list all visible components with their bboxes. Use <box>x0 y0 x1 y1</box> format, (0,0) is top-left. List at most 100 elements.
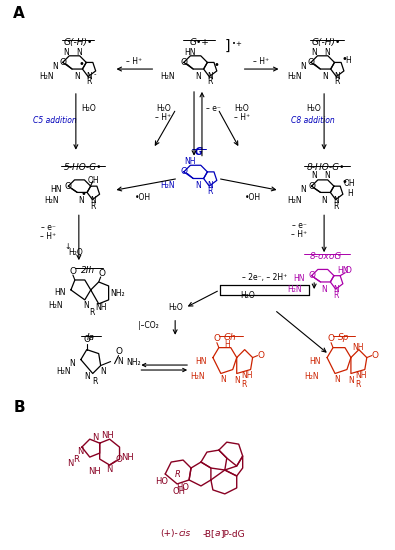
Text: 2Ih: 2Ih <box>81 266 95 274</box>
Text: H₂O: H₂O <box>168 304 182 312</box>
Text: H₂N: H₂N <box>44 196 59 205</box>
Text: •: • <box>79 59 85 69</box>
Text: •+: •+ <box>232 41 242 47</box>
Text: NH: NH <box>122 453 134 461</box>
Text: O: O <box>98 268 105 278</box>
Text: N: N <box>334 375 340 384</box>
Text: – H⁺: – H⁺ <box>126 57 143 65</box>
Text: HN: HN <box>337 266 349 274</box>
Text: R: R <box>334 78 340 86</box>
Text: R: R <box>175 470 181 480</box>
Text: •: • <box>81 189 87 200</box>
Text: H₂O: H₂O <box>234 104 249 113</box>
Text: HN: HN <box>55 288 66 298</box>
Text: N: N <box>333 285 339 294</box>
Text: H₂N: H₂N <box>305 372 319 381</box>
Text: O: O <box>60 58 67 67</box>
Text: N: N <box>69 359 75 368</box>
Text: NH: NH <box>184 157 196 166</box>
Text: N: N <box>92 433 99 442</box>
Text: HN: HN <box>184 48 196 57</box>
Text: B: B <box>13 400 25 415</box>
Text: R: R <box>355 380 361 389</box>
Text: – H⁺: – H⁺ <box>291 230 307 239</box>
Text: NH₂: NH₂ <box>111 289 125 299</box>
Text: R: R <box>207 187 213 196</box>
Text: (+)-: (+)- <box>160 529 178 538</box>
Text: N: N <box>74 72 80 80</box>
Text: HO: HO <box>155 477 168 486</box>
Text: O: O <box>344 266 352 275</box>
Text: ↓: ↓ <box>65 241 71 251</box>
Text: H₂N: H₂N <box>288 196 302 205</box>
Text: NH₂: NH₂ <box>126 358 141 367</box>
Text: Sp: Sp <box>338 333 350 342</box>
Text: H₂N: H₂N <box>48 301 63 310</box>
Text: N: N <box>77 447 83 455</box>
Text: R: R <box>92 377 98 386</box>
Text: – H⁺: – H⁺ <box>155 113 171 122</box>
Text: N: N <box>324 48 330 57</box>
Text: N: N <box>220 375 226 384</box>
Text: •: • <box>214 60 220 70</box>
Text: R: R <box>90 202 96 211</box>
Text: R: R <box>89 309 94 317</box>
Text: Ia: Ia <box>87 333 95 342</box>
Text: a: a <box>215 529 220 538</box>
Text: H: H <box>345 56 351 64</box>
Text: N: N <box>334 72 340 80</box>
Text: OH: OH <box>88 176 100 185</box>
Text: N: N <box>324 171 330 180</box>
Text: NH: NH <box>241 371 252 380</box>
Text: O: O <box>65 182 72 191</box>
Text: OH: OH <box>344 179 356 188</box>
Text: O: O <box>327 334 335 343</box>
Text: N: N <box>118 357 123 366</box>
Text: NH: NH <box>355 371 367 380</box>
Text: H₂O: H₂O <box>240 292 255 300</box>
Text: H: H <box>224 340 229 349</box>
Text: N: N <box>301 62 306 70</box>
Text: N: N <box>76 48 82 57</box>
Text: N: N <box>52 62 58 70</box>
Text: NH: NH <box>352 343 364 352</box>
Text: G(-H)•: G(-H)• <box>312 38 341 47</box>
Text: O: O <box>257 351 264 360</box>
Text: O: O <box>115 347 122 356</box>
Text: R: R <box>73 454 79 464</box>
Text: – 2e⁻, – 2H⁺: – 2e⁻, – 2H⁺ <box>242 273 287 283</box>
Text: N: N <box>311 171 317 180</box>
Text: HN: HN <box>294 274 305 283</box>
Text: N: N <box>86 72 92 80</box>
Text: N: N <box>195 181 201 190</box>
Text: O: O <box>181 167 188 176</box>
Text: H₂N: H₂N <box>160 181 175 190</box>
Text: NH: NH <box>95 304 106 312</box>
Text: 5-HO-G•: 5-HO-G• <box>64 163 102 172</box>
Text: G•+: G•+ <box>189 38 209 47</box>
Text: H₂O: H₂O <box>306 104 321 113</box>
Text: N: N <box>78 196 84 205</box>
Text: – e⁻: – e⁻ <box>41 223 56 232</box>
Text: O: O <box>70 267 76 276</box>
Text: N: N <box>234 376 240 385</box>
Text: O: O <box>83 335 90 344</box>
Text: |–CO₂: |–CO₂ <box>137 321 158 330</box>
Text: -: - <box>94 71 96 77</box>
Text: – H⁺: – H⁺ <box>254 57 270 65</box>
Text: N: N <box>348 376 354 385</box>
Text: A: A <box>13 6 25 21</box>
Text: 8-oxoG: 8-oxoG <box>310 251 342 261</box>
Text: N: N <box>84 372 90 381</box>
Text: G: G <box>195 147 203 157</box>
Text: R: R <box>207 78 213 86</box>
Text: C8 addition: C8 addition <box>292 116 335 125</box>
Text: R: R <box>333 202 339 211</box>
Text: •OH: •OH <box>245 193 261 202</box>
Text: cis: cis <box>178 529 190 538</box>
Text: ]: ] <box>225 39 231 53</box>
Text: OH: OH <box>173 487 186 497</box>
Text: R: R <box>333 292 339 300</box>
Text: N: N <box>63 48 69 57</box>
Text: O: O <box>308 182 315 191</box>
